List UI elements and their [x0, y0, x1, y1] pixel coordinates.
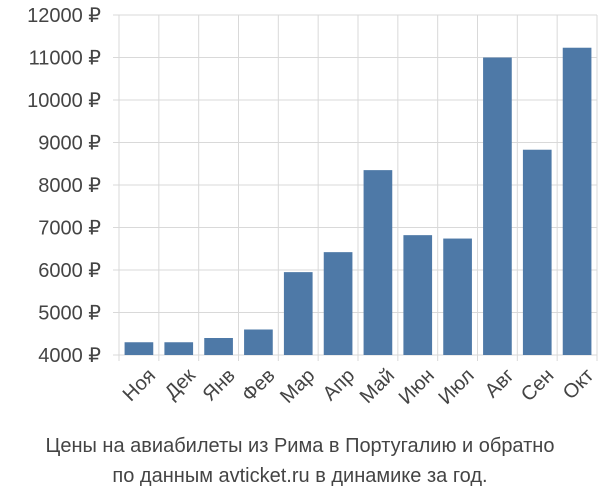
chart-caption-line-2: по данным avticket.ru в динамике за год. [112, 465, 488, 487]
y-tick-label: 9000 ₽ [38, 133, 101, 155]
x-tick-label: Май [356, 365, 399, 408]
bar-11 [522, 149, 552, 355]
bar-4 [244, 329, 273, 355]
x-tick-label: Ноя [119, 365, 160, 406]
bar-8 [403, 235, 433, 355]
x-tick-label: Апр [319, 365, 360, 406]
bar-12 [562, 47, 592, 355]
x-tick-label: Сен [517, 365, 558, 406]
y-tick-label: 12000 ₽ [27, 5, 101, 27]
y-tick-label: 4000 ₽ [38, 345, 101, 367]
x-tick-label: Янв [199, 365, 240, 406]
chart-caption-line-1: Цены на авиабилеты из Рима в Португалию … [45, 435, 555, 457]
x-tick-label: Фев [238, 365, 280, 407]
bar-10 [483, 57, 512, 355]
bar-2 [164, 342, 194, 355]
y-tick-label: 11000 ₽ [29, 48, 102, 70]
bar-5 [283, 272, 313, 355]
y-tick-label: 10000 ₽ [27, 90, 101, 112]
bar-3 [204, 338, 233, 355]
x-tick-label: Дек [161, 364, 200, 403]
y-tick-label: 7000 ₽ [38, 218, 101, 240]
x-tick-label: Окт [559, 365, 598, 404]
x-tick-label: Мар [276, 365, 319, 408]
bars [124, 47, 592, 355]
bar-7 [363, 170, 393, 355]
x-tick-label: Авг [481, 365, 519, 403]
x-tick-label: Июл [434, 365, 478, 409]
y-tick-label: 6000 ₽ [38, 260, 101, 282]
y-axis-tick-labels: 4000 ₽ 5000 ₽ 6000 ₽ 7000 ₽ 8000 ₽ 9000 ₽ 1000… [27, 5, 101, 367]
bar-6 [323, 252, 353, 355]
x-tick-label: Июн [395, 365, 439, 409]
bar-9 [443, 238, 472, 355]
y-tick-label: 5000 ₽ [38, 303, 101, 325]
grid-lines [113, 14, 598, 361]
y-tick-label: 8000 ₽ [38, 175, 101, 197]
bar-1 [124, 342, 154, 355]
price-bar-chart: 4000 ₽ 5000 ₽ 6000 ₽ 7000 ₽ 8000 ₽ 9000 ₽ 1000… [27, 5, 598, 409]
